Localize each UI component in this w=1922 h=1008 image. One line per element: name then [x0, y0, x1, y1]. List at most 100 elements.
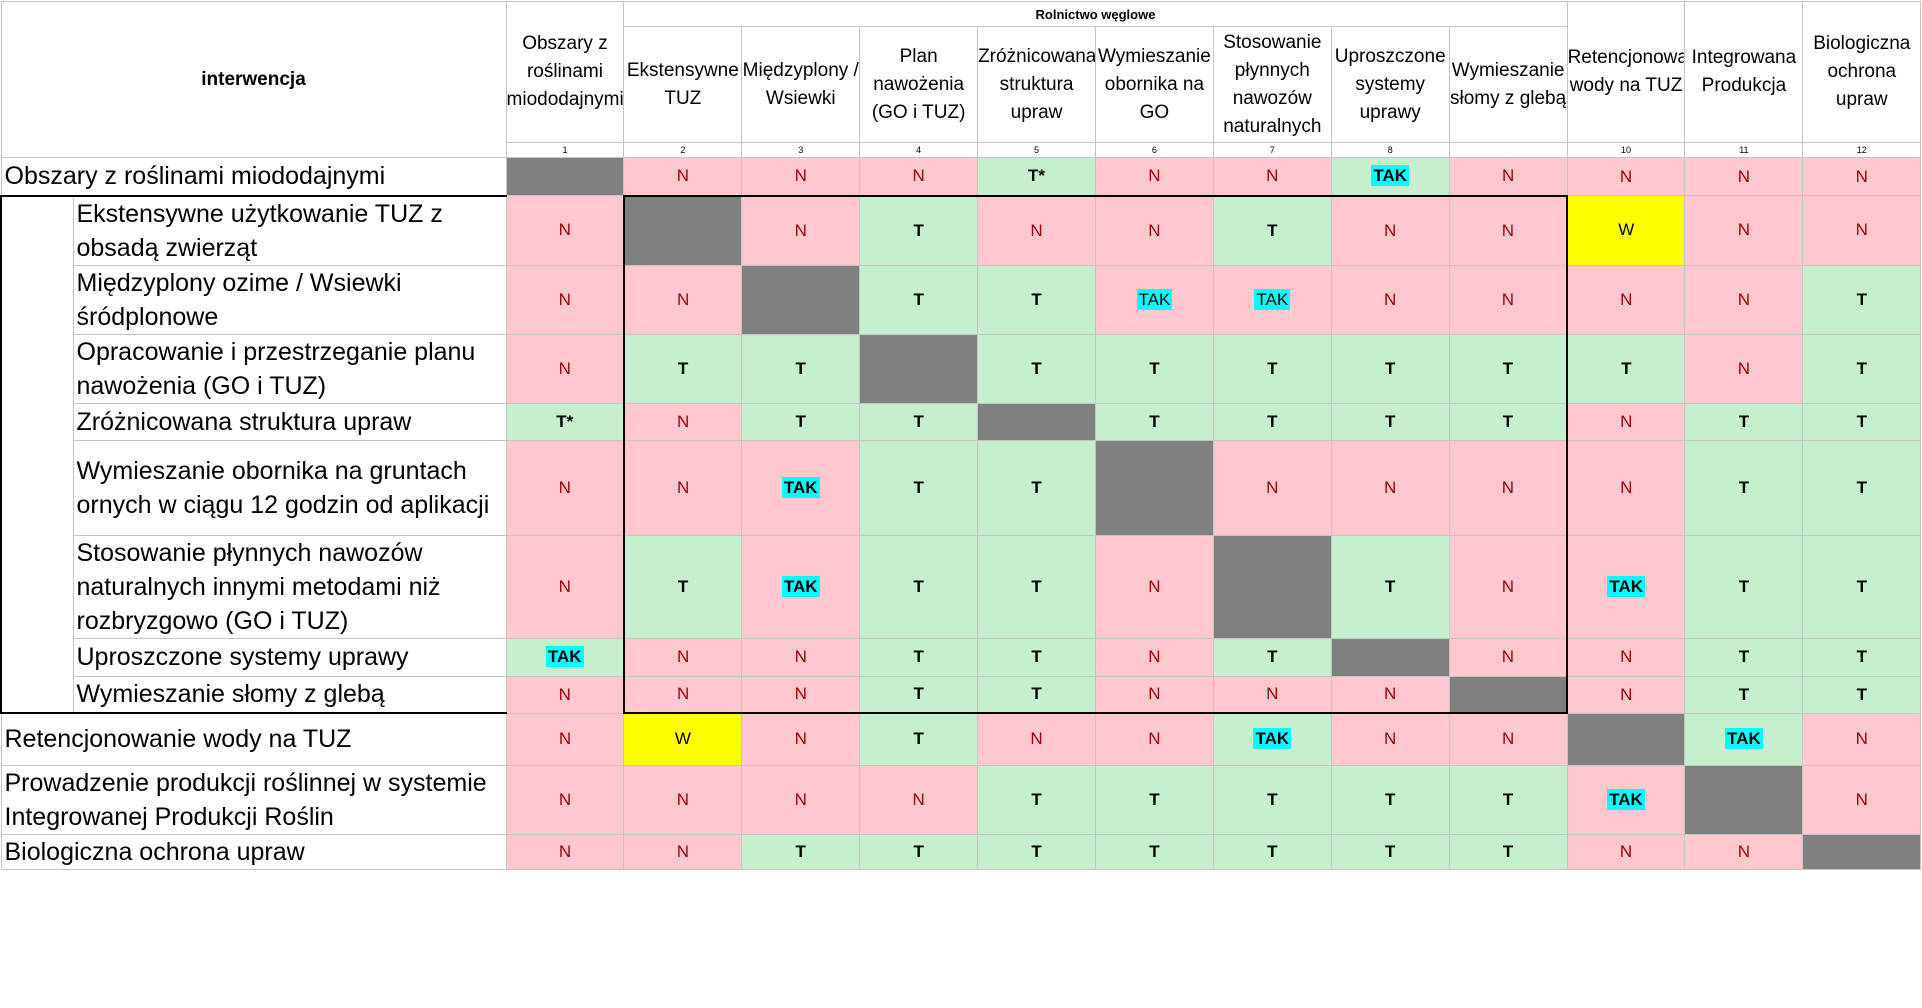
matrix-row: Prowadzenie produkcji roślinnej w system… [0, 764, 1922, 835]
cell-value: N [676, 841, 689, 861]
matrix-cell: TAK [1566, 534, 1686, 639]
matrix-cell: TAK [1094, 264, 1214, 335]
matrix-cell: T [1212, 764, 1332, 835]
matrix-cell: T [859, 402, 979, 441]
matrix-cell: N [1448, 439, 1569, 536]
matrix-cell: T [1094, 833, 1214, 870]
cell-value: T [1856, 576, 1867, 596]
matrix-cell: TAK [741, 534, 861, 639]
cell-value: TAK [1725, 728, 1763, 749]
cell-value: N [1148, 647, 1161, 666]
cell-value: N [1855, 729, 1868, 748]
matrix-cell: N [505, 439, 625, 536]
cell-value: T [1621, 358, 1632, 378]
matrix-cell: N [1212, 675, 1332, 714]
cell-value: T [913, 647, 924, 666]
matrix-cell: N [1802, 712, 1922, 766]
matrix-cell: N [1330, 675, 1450, 714]
matrix-cell: N [1448, 157, 1568, 196]
cell-value: T [913, 411, 924, 431]
cell-value: N [1855, 220, 1868, 240]
column-header: Zróżnicowana struktura upraw [977, 26, 1096, 143]
matrix-cell: T [977, 764, 1096, 835]
matrix-row: Biologiczna ochrona upraw N N T T T T T T T N N [0, 833, 1922, 870]
column-header: Międzyplony / Wsiewki [741, 26, 861, 143]
cell-value: T [1267, 411, 1278, 431]
cell-value: T [1031, 358, 1042, 378]
cell-value: TAK [1607, 788, 1645, 810]
matrix-cell: N [505, 534, 625, 639]
column-header: Integrowana Produkcja [1684, 1, 1804, 143]
cell-value: T [1031, 684, 1042, 704]
matrix-cell: N [1094, 194, 1214, 266]
matrix-cell: N [1684, 333, 1804, 404]
row-label: Opracowanie i przestrzeganie planu nawoż… [72, 333, 507, 404]
cell-value: N [1148, 220, 1161, 240]
matrix-cell: T [859, 194, 979, 266]
cell-value: T [1502, 789, 1514, 809]
matrix-cell: T [1448, 333, 1569, 404]
column-number: 11 [1684, 142, 1804, 158]
matrix-cell: N [741, 194, 861, 266]
matrix-cell: N [1330, 264, 1450, 335]
matrix-cell: N [1448, 194, 1569, 266]
matrix-cell: N [505, 675, 625, 714]
cell-value: T [1856, 647, 1867, 666]
cell-value: TAK [1607, 575, 1646, 597]
header-label-row: Ekstensywne TUZ Międzyplony / Wsiewki Pl… [1, 26, 1921, 143]
matrix-cell: T [859, 675, 979, 714]
matrix-cell: T [859, 439, 979, 536]
cell-value: T [1385, 841, 1396, 861]
matrix-cell [622, 194, 743, 266]
side-group-label: Rolnictwo węglowe [0, 194, 74, 714]
cell-value: T [677, 358, 689, 378]
matrix-cell: TAK [1212, 264, 1332, 335]
matrix-cell: N [859, 157, 979, 196]
cell-value: N [1501, 477, 1514, 497]
cell-value: TAK [1136, 288, 1173, 310]
matrix-cell: N [1684, 264, 1804, 335]
cell-value: T [1738, 411, 1750, 431]
matrix-cell: T [741, 333, 861, 404]
column-number: 4 [859, 142, 979, 158]
matrix-cell: N [1094, 637, 1214, 677]
matrix-cell: T [1330, 333, 1450, 404]
cell-value: N [558, 358, 571, 378]
cell-value: N [1148, 166, 1161, 186]
cell-value: N [1737, 220, 1751, 240]
cell-value: N [794, 166, 807, 186]
matrix-cell [1212, 534, 1332, 639]
cell-value: T [1385, 576, 1396, 596]
cell-value: T [677, 576, 689, 596]
matrix-cell: TAK [741, 439, 861, 536]
matrix-cell: T [1802, 637, 1922, 677]
row-label: Retencjonowanie wody na TUZ [0, 712, 507, 766]
column-header: Retencjonowanie wody na TUZ [1566, 1, 1686, 143]
cell-value: N [1619, 166, 1633, 186]
matrix-cell: T* [977, 157, 1096, 196]
cell-value: N [912, 166, 925, 186]
row-label: Uproszczone systemy uprawy [72, 637, 507, 677]
cell-value: N [1384, 220, 1397, 240]
matrix-cell: N [1212, 157, 1332, 196]
cell-value: N [1501, 166, 1515, 186]
matrix-row: Zróżnicowana struktura upraw T* N T T T T T T N T T [1, 402, 1922, 441]
row-label: Zróżnicowana struktura upraw [72, 402, 507, 441]
column-number: 2 [623, 142, 743, 158]
cell-value: N [1501, 576, 1514, 596]
cell-value: T [1267, 220, 1278, 240]
matrix-cell [1448, 675, 1569, 714]
matrix-cell: N [1330, 439, 1450, 536]
matrix-cell [1684, 764, 1804, 835]
matrix-cell: N [505, 833, 625, 870]
cell-value: N [1737, 841, 1751, 861]
cell-value: T [1502, 841, 1514, 861]
matrix-cell: N [1566, 833, 1686, 870]
cell-value: T [1385, 789, 1396, 809]
column-number: 3 [741, 142, 861, 158]
matrix-cell: TAK [1212, 712, 1332, 766]
matrix-cell: N [1448, 712, 1568, 766]
row-label: Wymieszanie obornika na gruntach ornych … [72, 439, 507, 536]
matrix-cell: T [977, 534, 1096, 639]
cell-value: T [1267, 647, 1278, 666]
